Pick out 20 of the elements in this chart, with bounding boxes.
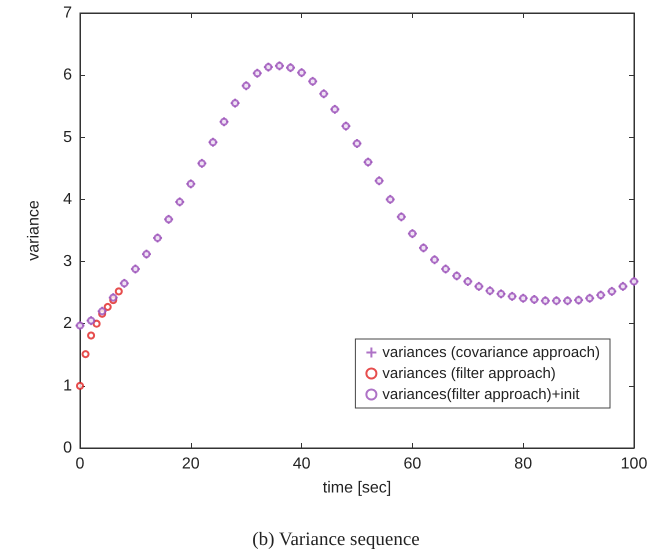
y-tick-label: 2	[63, 315, 72, 332]
y-tick-label: 0	[63, 440, 72, 456]
y-tick-label: 3	[63, 253, 72, 270]
y-tick-label: 7	[63, 4, 72, 22]
legend-label: variances(filter approach)+init	[382, 386, 580, 403]
legend-label: variances (filter approach)	[382, 365, 556, 382]
x-axis-title: time [sec]	[322, 480, 392, 496]
legend-label: variances (covariance approach)	[382, 344, 600, 361]
y-tick-label: 1	[63, 377, 72, 394]
y-tick-label: 6	[63, 66, 72, 84]
x-tick-label: 0	[76, 456, 85, 472]
x-tick-label: 40	[292, 456, 311, 472]
x-tick-label: 80	[514, 456, 532, 472]
x-tick-label: 20	[182, 456, 200, 472]
x-tick-label: 60	[404, 456, 422, 472]
x-tick-label: 100	[620, 456, 648, 472]
y-tick-label: 5	[63, 128, 72, 146]
y-tick-label: 4	[63, 190, 72, 208]
y-axis-title: variance	[26, 200, 42, 261]
text: (b) Variance sequence	[252, 529, 420, 550]
